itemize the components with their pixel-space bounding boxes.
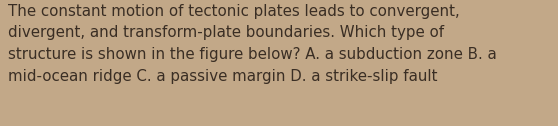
Text: The constant motion of tectonic plates leads to convergent,
divergent, and trans: The constant motion of tectonic plates l… — [8, 4, 497, 84]
